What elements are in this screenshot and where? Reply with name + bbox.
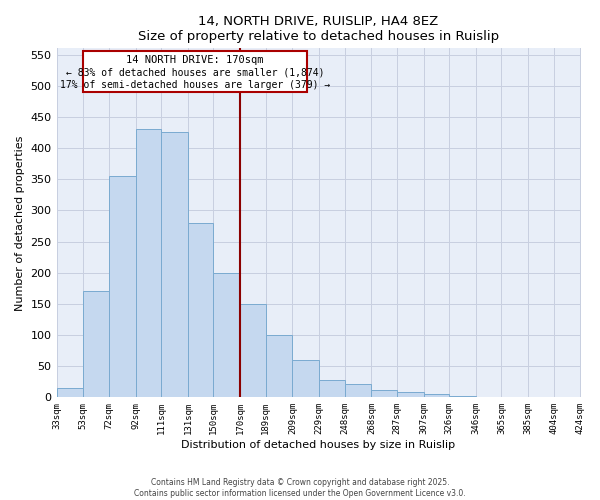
Text: 17% of semi-detached houses are larger (379) →: 17% of semi-detached houses are larger (…	[60, 80, 331, 90]
Text: 14 NORTH DRIVE: 170sqm: 14 NORTH DRIVE: 170sqm	[127, 55, 264, 65]
Bar	[266, 335, 292, 398]
Bar	[344, 384, 371, 398]
Bar	[371, 390, 397, 398]
Bar	[109, 176, 136, 398]
Text: ← 83% of detached houses are smaller (1,874): ← 83% of detached houses are smaller (1,…	[66, 68, 325, 78]
Bar	[83, 292, 109, 398]
Bar	[476, 396, 502, 398]
Y-axis label: Number of detached properties: Number of detached properties	[15, 135, 25, 310]
X-axis label: Distribution of detached houses by size in Ruislip: Distribution of detached houses by size …	[181, 440, 455, 450]
Bar	[240, 304, 266, 398]
Bar	[188, 223, 214, 398]
FancyBboxPatch shape	[83, 52, 307, 92]
Bar	[397, 392, 424, 398]
Bar	[292, 360, 319, 398]
Bar	[424, 394, 449, 398]
Bar	[56, 388, 83, 398]
Text: Contains HM Land Registry data © Crown copyright and database right 2025.
Contai: Contains HM Land Registry data © Crown c…	[134, 478, 466, 498]
Bar	[449, 396, 476, 398]
Bar	[161, 132, 188, 398]
Bar	[319, 380, 344, 398]
Bar	[214, 272, 240, 398]
Title: 14, NORTH DRIVE, RUISLIP, HA4 8EZ
Size of property relative to detached houses i: 14, NORTH DRIVE, RUISLIP, HA4 8EZ Size o…	[138, 15, 499, 43]
Bar	[136, 130, 161, 398]
